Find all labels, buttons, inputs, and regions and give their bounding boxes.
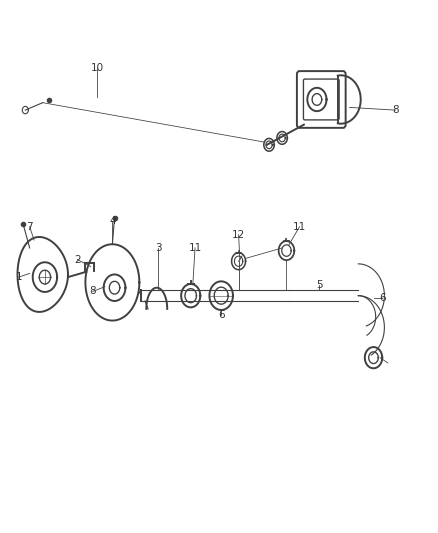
Text: 5: 5 <box>316 280 322 290</box>
Text: 4: 4 <box>109 216 116 227</box>
Text: 6: 6 <box>379 293 385 303</box>
Text: 2: 2 <box>74 255 81 264</box>
Text: 1: 1 <box>15 272 22 282</box>
Text: 11: 11 <box>188 243 201 253</box>
Text: 8: 8 <box>392 105 399 115</box>
Text: 10: 10 <box>91 63 104 72</box>
Text: 12: 12 <box>232 230 245 240</box>
Text: 11: 11 <box>293 222 306 232</box>
Text: 6: 6 <box>218 310 225 320</box>
Text: 3: 3 <box>155 243 161 253</box>
Text: 8: 8 <box>89 286 96 296</box>
Text: 7: 7 <box>26 222 33 232</box>
